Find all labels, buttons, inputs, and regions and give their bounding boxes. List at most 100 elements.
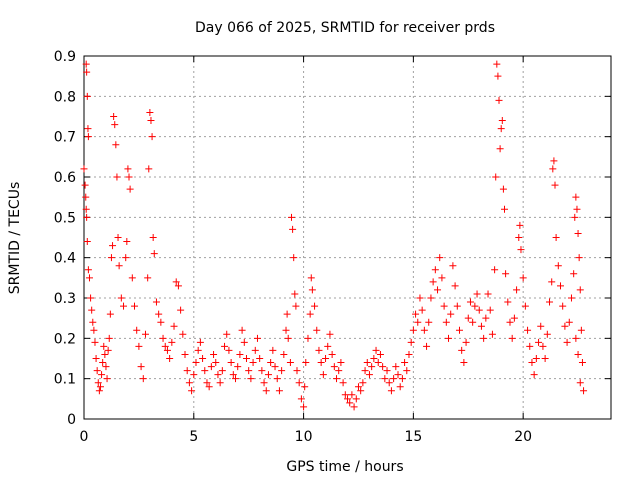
data-point (473, 290, 481, 298)
data-point (245, 367, 253, 375)
data-point (497, 125, 505, 133)
data-point (549, 165, 557, 173)
data-point (494, 72, 502, 80)
data-point (322, 355, 330, 362)
y-tick-label: 0.6 (54, 170, 76, 186)
data-point (267, 359, 275, 367)
data-point (462, 338, 470, 346)
data-point (412, 310, 420, 318)
data-point (152, 298, 160, 306)
data-point (572, 193, 580, 201)
data-point (572, 334, 580, 342)
x-tick-label: 5 (189, 429, 198, 445)
data-point (81, 181, 89, 189)
data-point (324, 342, 332, 350)
data-point (84, 133, 92, 141)
data-point (501, 205, 509, 213)
data-point (205, 383, 213, 391)
data-point (122, 254, 130, 262)
data-point (516, 221, 524, 229)
data-point (477, 322, 485, 330)
data-point (307, 274, 315, 282)
data-point (262, 387, 270, 395)
data-point (357, 387, 365, 395)
y-tick-label: 0.9 (54, 49, 76, 65)
data-point (232, 375, 240, 383)
data-point (319, 371, 327, 379)
data-point (238, 326, 246, 334)
data-point (517, 246, 525, 254)
data-point (464, 314, 472, 322)
data-point (537, 322, 545, 330)
data-point (113, 173, 121, 181)
axis-ticks: 0 0.1 0.2 0.3 0.4 0.5 0.6 0.7 0.8 0.9 0 5 10 15 20 (54, 49, 611, 445)
data-point (575, 254, 583, 262)
data-point (480, 334, 488, 342)
data-point (543, 330, 551, 338)
data-point (550, 157, 558, 165)
data-point (249, 359, 257, 367)
data-point (561, 322, 569, 330)
data-point (149, 234, 157, 241)
data-point (532, 355, 540, 362)
data-point (394, 371, 402, 379)
data-point (185, 379, 193, 387)
data-point (526, 342, 534, 350)
data-point (114, 234, 122, 241)
data-point (123, 238, 131, 246)
data-point (107, 254, 115, 262)
data-point (330, 363, 338, 371)
data-point (401, 359, 409, 367)
data-point (577, 326, 585, 334)
data-point (80, 165, 88, 173)
data-point (84, 125, 92, 133)
data-point (495, 96, 503, 104)
data-point (414, 318, 422, 326)
y-tick-label: 0.5 (54, 210, 76, 226)
data-point (498, 117, 506, 125)
data-point (427, 294, 435, 302)
data-point (539, 342, 547, 350)
data-point (392, 363, 400, 371)
data-point (251, 346, 259, 354)
data-point (383, 367, 391, 375)
data-point (144, 274, 152, 282)
data-point (293, 367, 301, 375)
data-point (304, 334, 312, 342)
data-point (510, 314, 518, 322)
data-point (571, 213, 579, 221)
y-tick-label: 0.1 (54, 372, 76, 388)
data-point (403, 367, 411, 375)
data-point (221, 342, 229, 350)
data-point (387, 387, 395, 395)
data-point (423, 342, 431, 350)
data-point (365, 371, 373, 379)
data-point (554, 262, 562, 270)
y-tick-label: 0 (67, 412, 76, 428)
data-point (264, 371, 272, 379)
data-point (348, 391, 356, 399)
data-point (313, 326, 321, 334)
data-point (524, 326, 532, 334)
data-point (137, 363, 145, 371)
y-tick-label: 0.7 (54, 130, 76, 146)
data-point (416, 294, 424, 302)
data-point (438, 274, 446, 282)
x-tick-label: 0 (80, 429, 89, 445)
data-point (499, 185, 507, 193)
data-point (234, 363, 242, 371)
data-point (126, 185, 134, 193)
data-point (460, 359, 468, 367)
data-point (551, 181, 559, 189)
data-point (469, 318, 477, 326)
data-point (170, 322, 178, 330)
data-point (475, 306, 483, 314)
data-point (486, 306, 494, 314)
data-point (133, 326, 141, 334)
data-point (210, 350, 218, 358)
data-point (227, 359, 235, 367)
data-point (535, 338, 543, 346)
data-point (203, 379, 211, 387)
data-point (260, 379, 268, 387)
